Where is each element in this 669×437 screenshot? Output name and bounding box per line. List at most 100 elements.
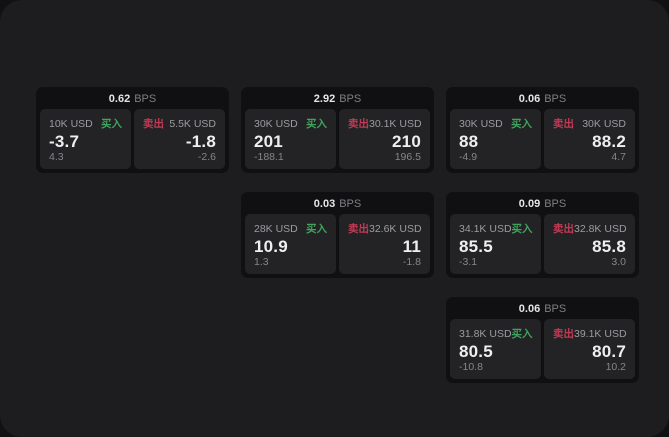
quote-card[interactable]: 2.92 BPS 30K USD 买入 201 -188.1 卖出 30.1K U…	[241, 87, 434, 173]
buy-tag: 买入	[306, 223, 327, 235]
bps-header: 0.06 BPS	[450, 302, 635, 317]
sell-panel[interactable]: 卖出 32.6K USD 11 -1.8	[339, 214, 430, 274]
sell-delta: 4.7	[611, 150, 626, 163]
bps-unit-label: BPS	[134, 93, 157, 105]
bps-unit-label: BPS	[544, 198, 567, 210]
sell-amount: 5.5K USD	[169, 118, 216, 130]
bps-value: 0.09	[518, 198, 541, 210]
buy-value: 10.9	[254, 236, 288, 256]
sell-value: -1.8	[185, 131, 216, 151]
buy-amount: 28K USD	[254, 223, 298, 235]
bps-unit-label: BPS	[339, 198, 362, 210]
sell-delta: 3.0	[611, 255, 626, 268]
sell-amount: 39.1K USD	[574, 328, 627, 340]
buy-panel[interactable]: 28K USD 买入 10.9 1.3	[245, 214, 336, 274]
bps-header: 0.03 BPS	[245, 197, 430, 212]
sell-panel-top: 卖出 32.8K USD	[553, 221, 627, 236]
buy-delta: -10.8	[459, 360, 483, 373]
buy-value: 85.5	[459, 236, 493, 256]
buy-tag: 买入	[511, 118, 532, 130]
buy-sell-panels: 34.1K USD 买入 85.5 -3.1 卖出 32.8K USD 85.8…	[450, 214, 635, 274]
sell-value: 210	[392, 131, 421, 151]
bps-value: 0.06	[518, 303, 541, 315]
buy-value: 80.5	[459, 341, 493, 361]
quote-card[interactable]: 0.06 BPS 30K USD 买入 88 -4.9 卖出 30K USD 88…	[446, 87, 639, 173]
sell-panel[interactable]: 卖出 30.1K USD 210 196.5	[339, 109, 430, 169]
buy-panel-top: 28K USD 买入	[254, 221, 327, 236]
quote-card[interactable]: 0.06 BPS 31.8K USD 买入 80.5 -10.8 卖出 39.1K…	[446, 297, 639, 383]
buy-tag: 买入	[101, 118, 122, 130]
buy-tag: 买入	[511, 223, 533, 235]
sell-panel-top: 卖出 5.5K USD	[143, 116, 216, 131]
buy-tag: 买入	[511, 328, 533, 340]
sell-amount: 30.1K USD	[369, 118, 422, 130]
sell-tag: 卖出	[553, 328, 574, 340]
sell-panel[interactable]: 卖出 39.1K USD 80.7 10.2	[544, 319, 635, 379]
buy-panel[interactable]: 34.1K USD 买入 85.5 -3.1	[450, 214, 541, 274]
buy-amount: 10K USD	[49, 118, 93, 130]
buy-delta: 1.3	[254, 255, 269, 268]
sell-panel[interactable]: 卖出 30K USD 88.2 4.7	[544, 109, 635, 169]
buy-panel-top: 31.8K USD 买入	[459, 326, 533, 341]
sell-amount: 30K USD	[582, 118, 626, 130]
buy-panel[interactable]: 30K USD 买入 88 -4.9	[450, 109, 541, 169]
sell-amount: 32.6K USD	[369, 223, 422, 235]
quote-card[interactable]: 0.03 BPS 28K USD 买入 10.9 1.3 卖出 32.6K USD…	[241, 192, 434, 278]
buy-delta: 4.3	[49, 150, 64, 163]
sell-tag: 卖出	[553, 223, 574, 235]
sell-delta: 10.2	[605, 360, 626, 373]
sell-tag: 卖出	[143, 118, 164, 130]
sell-tag: 卖出	[553, 118, 574, 130]
sell-amount: 32.8K USD	[574, 223, 627, 235]
bps-header: 0.06 BPS	[450, 92, 635, 107]
buy-sell-panels: 28K USD 买入 10.9 1.3 卖出 32.6K USD 11 -1.8	[245, 214, 430, 274]
bps-value: 0.62	[108, 93, 131, 105]
buy-value: -3.7	[49, 131, 80, 151]
sell-value: 11	[402, 236, 421, 256]
sell-value: 88.2	[592, 131, 626, 151]
buy-amount: 31.8K USD	[459, 328, 512, 340]
bps-unit-label: BPS	[544, 93, 567, 105]
bps-unit-label: BPS	[339, 93, 362, 105]
buy-amount: 34.1K USD	[459, 223, 512, 235]
quote-card[interactable]: 0.09 BPS 34.1K USD 买入 85.5 -3.1 卖出 32.8K …	[446, 192, 639, 278]
buy-panel[interactable]: 30K USD 买入 201 -188.1	[245, 109, 336, 169]
buy-delta: -3.1	[459, 255, 478, 268]
bps-header: 0.62 BPS	[40, 92, 225, 107]
buy-panel-top: 30K USD 买入	[459, 116, 532, 131]
bps-value: 0.06	[518, 93, 541, 105]
buy-value: 201	[254, 131, 283, 151]
buy-panel[interactable]: 31.8K USD 买入 80.5 -10.8	[450, 319, 541, 379]
sell-panel-top: 卖出 39.1K USD	[553, 326, 627, 341]
buy-sell-panels: 31.8K USD 买入 80.5 -10.8 卖出 39.1K USD 80.…	[450, 319, 635, 379]
bps-header: 0.09 BPS	[450, 197, 635, 212]
sell-panel[interactable]: 卖出 32.8K USD 85.8 3.0	[544, 214, 635, 274]
buy-delta: -4.9	[459, 150, 478, 163]
quote-card-grid: 0.62 BPS 10K USD 买入 -3.7 4.3 卖出 5.5K USD …	[36, 87, 639, 383]
bps-value: 0.03	[313, 198, 336, 210]
buy-sell-panels: 10K USD 买入 -3.7 4.3 卖出 5.5K USD -1.8 -2.…	[40, 109, 225, 169]
sell-delta: 196.5	[394, 150, 421, 163]
buy-panel-top: 30K USD 买入	[254, 116, 327, 131]
sell-panel-top: 卖出 32.6K USD	[348, 221, 422, 236]
buy-delta: -188.1	[254, 150, 284, 163]
buy-tag: 买入	[306, 118, 327, 130]
sell-delta: -2.6	[197, 150, 216, 163]
sell-tag: 卖出	[348, 223, 369, 235]
buy-panel-top: 34.1K USD 买入	[459, 221, 533, 236]
buy-amount: 30K USD	[459, 118, 503, 130]
buy-sell-panels: 30K USD 买入 201 -188.1 卖出 30.1K USD 210 1…	[245, 109, 430, 169]
buy-value: 88	[459, 131, 479, 151]
buy-panel-top: 10K USD 买入	[49, 116, 122, 131]
buy-panel[interactable]: 10K USD 买入 -3.7 4.3	[40, 109, 131, 169]
sell-panel-top: 卖出 30.1K USD	[348, 116, 422, 131]
bps-header: 2.92 BPS	[245, 92, 430, 107]
bps-unit-label: BPS	[544, 303, 567, 315]
buy-sell-panels: 30K USD 买入 88 -4.9 卖出 30K USD 88.2 4.7	[450, 109, 635, 169]
quote-card[interactable]: 0.62 BPS 10K USD 买入 -3.7 4.3 卖出 5.5K USD …	[36, 87, 229, 173]
buy-amount: 30K USD	[254, 118, 298, 130]
sell-value: 80.7	[592, 341, 626, 361]
sell-panel[interactable]: 卖出 5.5K USD -1.8 -2.6	[134, 109, 225, 169]
sell-value: 85.8	[592, 236, 626, 256]
